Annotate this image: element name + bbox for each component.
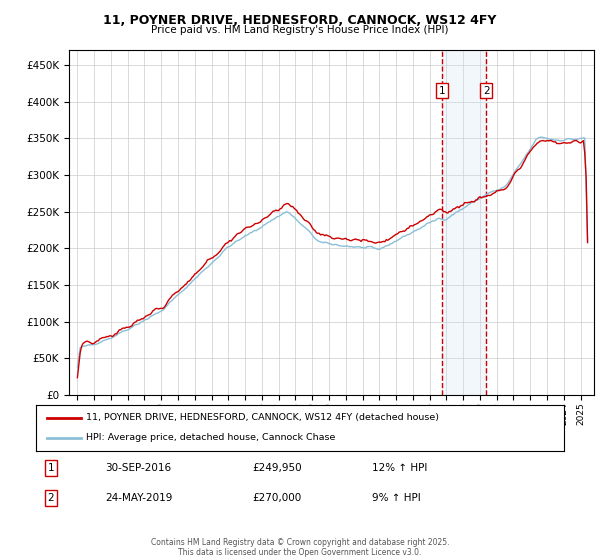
Text: 2: 2 — [47, 493, 55, 503]
Text: Price paid vs. HM Land Registry's House Price Index (HPI): Price paid vs. HM Land Registry's House … — [151, 25, 449, 35]
Text: HPI: Average price, detached house, Cannock Chase: HPI: Average price, detached house, Cann… — [86, 433, 335, 442]
Text: £270,000: £270,000 — [252, 493, 301, 503]
Text: 30-SEP-2016: 30-SEP-2016 — [105, 463, 171, 473]
Text: 11, POYNER DRIVE, HEDNESFORD, CANNOCK, WS12 4FY (detached house): 11, POYNER DRIVE, HEDNESFORD, CANNOCK, W… — [86, 413, 439, 422]
Bar — [442, 50, 487, 395]
Text: 1: 1 — [439, 86, 446, 96]
Text: Contains HM Land Registry data © Crown copyright and database right 2025.
This d: Contains HM Land Registry data © Crown c… — [151, 538, 449, 557]
Text: 12% ↑ HPI: 12% ↑ HPI — [372, 463, 427, 473]
Text: 1: 1 — [47, 463, 55, 473]
Text: 9% ↑ HPI: 9% ↑ HPI — [372, 493, 421, 503]
Text: 11, POYNER DRIVE, HEDNESFORD, CANNOCK, WS12 4FY: 11, POYNER DRIVE, HEDNESFORD, CANNOCK, W… — [103, 14, 497, 27]
Text: £249,950: £249,950 — [252, 463, 302, 473]
Text: 24-MAY-2019: 24-MAY-2019 — [105, 493, 172, 503]
Text: 2: 2 — [483, 86, 490, 96]
